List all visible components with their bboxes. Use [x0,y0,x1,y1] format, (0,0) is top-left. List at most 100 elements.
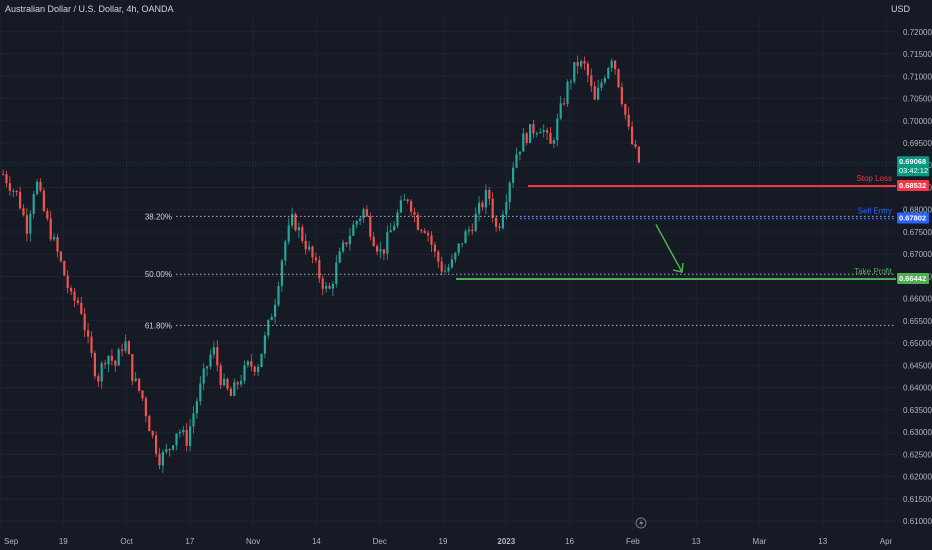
candle [576,55,579,75]
candle-body [32,194,35,214]
candle [138,378,141,393]
candle [607,66,610,80]
candle-body [216,347,219,366]
arrow-icon [655,224,684,273]
candle [42,187,45,213]
candle-body [335,262,338,285]
candle-body [512,167,515,183]
candle-body [433,244,436,252]
candle [117,347,120,366]
candle-body [202,368,205,384]
candle [532,119,535,139]
candle-body [546,130,549,133]
candle [158,447,161,470]
y-tick-label: 0.66000 [903,295,932,304]
candle [495,215,498,232]
candle [396,209,399,229]
fib-level-label: 50.00% [145,270,172,279]
y-tick-label: 0.67500 [903,228,932,237]
candle-body [73,291,76,301]
candle-body [529,124,532,143]
candle [32,190,35,219]
candle-body [362,209,365,219]
candle [168,448,171,457]
candle-body [233,382,236,396]
candle [267,319,270,339]
candle [447,263,450,274]
candle-body [576,62,579,67]
candle-body [559,103,562,119]
candle [382,249,385,261]
candle [226,377,229,391]
candle-body [583,61,586,64]
candle-body [420,229,423,231]
candle [433,241,436,258]
candle-body [321,278,324,289]
candle-body [287,225,290,242]
candle [610,58,613,72]
candle [498,223,501,232]
candle-body [49,218,52,240]
candle [393,220,396,231]
candle [345,242,348,247]
candle-body [311,246,314,258]
candle [563,97,566,107]
candle-body [127,341,130,355]
sell-entry-badge: 0.67802 [897,212,929,224]
x-tick-label: Apr [880,537,893,546]
candle-body [525,133,528,143]
candle [464,228,467,244]
candle [131,353,134,386]
candle-body [158,453,161,466]
candle [634,139,637,149]
candle-body [253,366,256,372]
candle [515,147,518,169]
candle [603,75,606,85]
candle [161,449,164,473]
x-tick-label: 13 [692,537,701,546]
candle-body [569,81,572,83]
candle [590,68,593,93]
candle-body [379,249,382,252]
candle-body [376,246,379,252]
candle-body [597,87,600,100]
x-tick-label: Dec [373,537,387,546]
sell-entry-label: Sell Entry [858,207,892,216]
candle-body [297,227,300,231]
candle [389,223,392,233]
candle [379,241,382,259]
candle [508,180,511,210]
y-tick-label: 0.67000 [903,250,932,259]
candle-body [66,275,69,289]
candle [29,210,32,242]
candle-body [430,235,433,245]
candle-body [182,429,185,433]
candle [8,176,11,196]
y-tick-label: 0.71500 [903,50,932,59]
candle [583,56,586,71]
candle-body [457,243,460,253]
candle [172,444,175,452]
candle [620,82,623,107]
lightning-bolt [639,519,644,528]
candle [192,405,195,434]
x-tick-label: 14 [312,537,321,546]
candle [467,226,470,236]
current-price-badge-countdown: 03:42:12 [899,166,928,175]
candle [246,359,249,368]
candle [80,296,83,315]
candle [546,127,549,140]
candle-body [552,140,555,144]
candle [559,96,562,121]
candle-body [100,363,103,382]
candle [311,245,314,264]
candle-body [267,319,270,336]
candle [369,212,372,241]
candle [450,253,453,269]
candle-body [386,232,389,254]
candle [291,207,294,229]
candle [90,331,93,358]
candle [202,363,205,391]
